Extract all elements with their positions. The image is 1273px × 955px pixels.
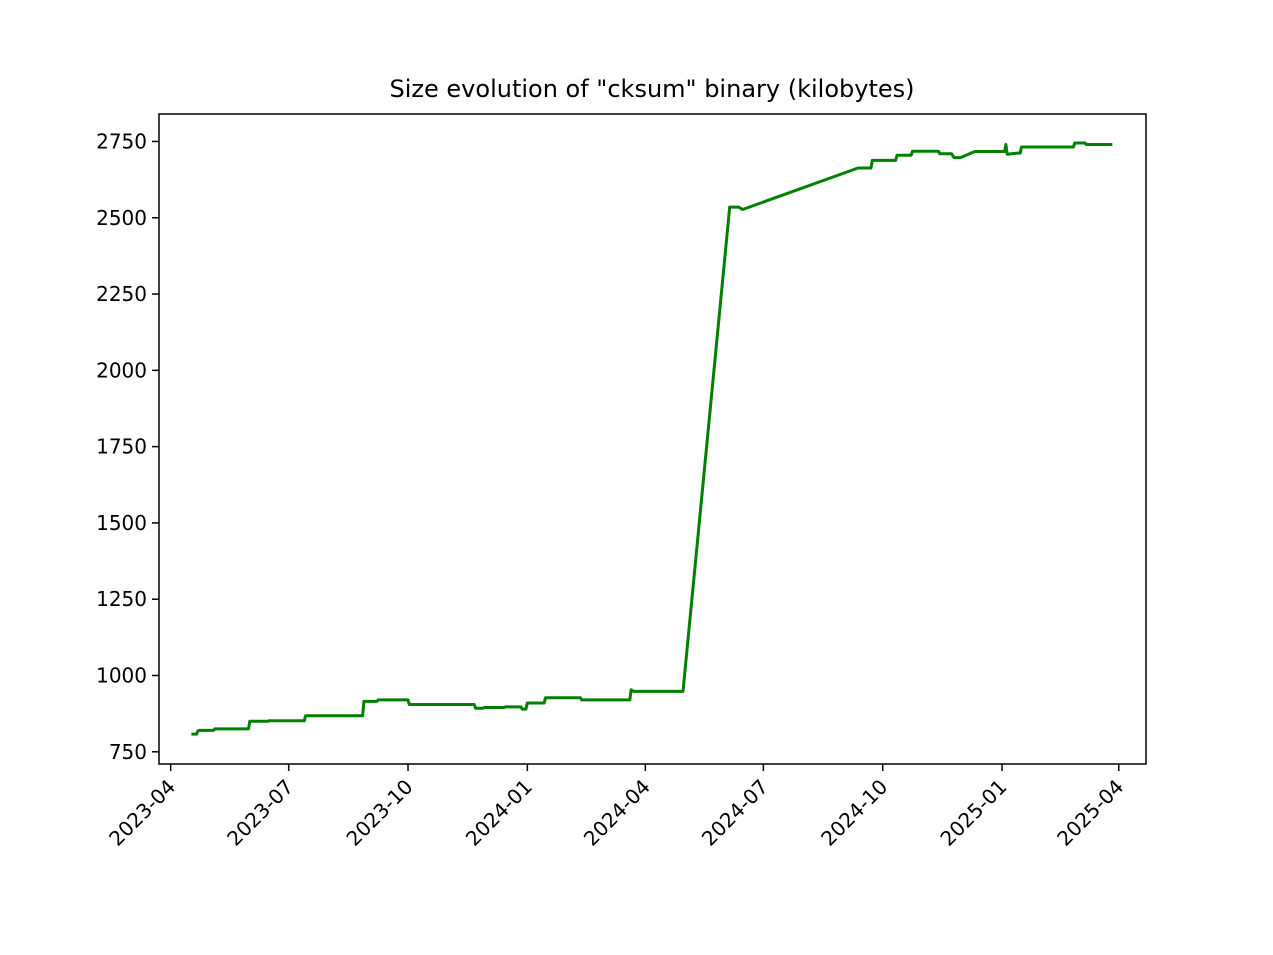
chart-title: Size evolution of "cksum" binary (kiloby… [390,75,915,103]
y-tick-label: 2250 [96,282,147,306]
series-line [191,141,1113,736]
series-layer [191,141,1113,736]
y-tick-label: 1000 [96,664,147,688]
y-tick-label: 2500 [96,206,147,230]
y-tick-label: 750 [109,740,147,764]
y-tick-label: 1500 [96,511,147,535]
y-tick-label: 2000 [96,358,147,382]
y-tick-label: 2750 [96,129,147,153]
plot-frame [158,113,1147,765]
y-tick-label: 1250 [96,587,147,611]
y-axis: 750 1000 1250 1500 1750 2000 2250 2500 2750 [96,129,159,764]
y-tick-label: 1750 [96,435,147,459]
